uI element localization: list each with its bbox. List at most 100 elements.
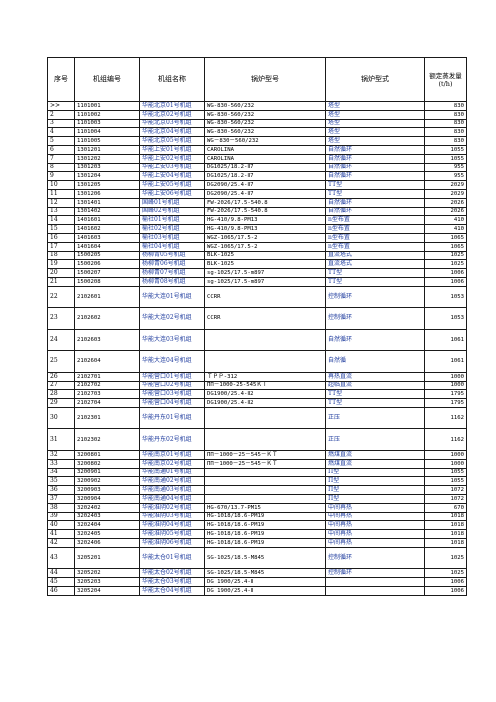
cell-rated-capacity: 1055 (424, 153, 467, 164)
table-row: 43 3205201 华能太仓01号机组 SG-1025/18.5-M845 控制循环 1… (47, 546, 467, 570)
cell-seq: 5 (47, 136, 75, 146)
cell-rated-capacity: 2026 (424, 206, 467, 217)
cell-boiler-model: CAROLINA (204, 144, 326, 155)
cell-boiler-model: DG 1900/25.4-Ⅱ (204, 576, 326, 587)
cell-seq: 36 (47, 485, 75, 495)
cell-boiler-model: HG-410/9.8-PM13 (204, 215, 326, 226)
cell-boiler-model: BLK-1025 (204, 259, 326, 270)
cell-seq: 22 (47, 285, 75, 309)
cell-seq: 17 (47, 241, 75, 252)
cell-unit-code: 1101003 (74, 118, 140, 129)
cell-seq: 23 (47, 307, 75, 330)
cell-boiler-type: 中间再热 (325, 537, 425, 548)
table-row: 32 3200801 华能南京01号机组 ПП－1000－25－545－ＫＴ 燃煤直流 1… (47, 449, 467, 460)
cell-unit-code: 3202404 (74, 520, 140, 531)
cell-boiler-type: TT型 (325, 188, 425, 199)
cell-boiler-type: 塔型 (325, 136, 425, 146)
cell-unit-code: 3200903 (74, 485, 140, 495)
cell-boiler-type (325, 585, 425, 596)
cell-seq: 25 (47, 350, 75, 373)
cell-seq: 9 (47, 171, 75, 182)
cell-unit-name: 榆社02号机组 (139, 224, 205, 234)
table-row: 35 3200902 华能南通02号机组 Π型 1055 (47, 476, 467, 487)
cell-unit-name: 华能南通01号机组 (139, 467, 205, 478)
cell-unit-name: 华能北京04号机组 (139, 127, 205, 138)
cell-boiler-type: n型布置 (325, 241, 425, 252)
table-row: 10 1301205 华能上安05号机组 DG2090/25.4-Ⅱ7 TT型 2029 (47, 180, 467, 190)
cell-rated-capacity: 1006 (424, 276, 467, 287)
table-row: 45 3205203 华能太仓03号机组 DG 1900/25.4-Ⅱ 1006 (47, 576, 467, 587)
cell-boiler-type: 塔型 (325, 101, 425, 111)
cell-boiler-type: 正压 (325, 406, 425, 430)
cell-boiler-model: DG1025/18.2-Ⅱ7 (204, 171, 326, 182)
cell-boiler-model: HG-1018/18.6-PM19 (204, 511, 326, 522)
cell-unit-name: 华能丹东01号机组 (139, 406, 205, 430)
cell-rated-capacity: 2026 (424, 197, 467, 208)
cell-unit-name: 华能大连02号机组 (139, 307, 205, 330)
cell-unit-code: 3200902 (74, 476, 140, 487)
cell-unit-name: 华能淮阴05号机组 (139, 529, 205, 539)
cell-unit-name: 华能南京02号机组 (139, 458, 205, 469)
cell-boiler-model (204, 485, 326, 495)
table-row: 14 1401601 榆社01号机组 HG-410/9.8-PM13 n型布置 410 (47, 215, 467, 226)
table-row: 36 3200903 华能南通03号机组 Π型 1072 (47, 485, 467, 495)
cell-boiler-model: WG-830-560/232 (204, 118, 326, 129)
cell-seq: 42 (47, 537, 75, 548)
cell-rated-capacity: 1000 (424, 380, 467, 391)
header-boiler-type: 锅炉型式 (325, 57, 425, 102)
cell-rated-capacity: 670 (424, 502, 467, 513)
cell-rated-capacity: 1072 (424, 485, 467, 495)
cell-seq: 30 (47, 406, 75, 430)
cell-unit-code: 2102702 (74, 380, 140, 391)
cell-boiler-type: 燃煤直流 (325, 449, 425, 460)
cell-boiler-type: n型布置 (325, 224, 425, 234)
cell-seq: 37 (47, 493, 75, 504)
cell-unit-name: 华能上安01号机组 (139, 144, 205, 155)
cell-seq: 41 (47, 529, 75, 539)
cell-boiler-model: sg-1025/17.5-m897 (204, 268, 326, 278)
cell-boiler-model (204, 476, 326, 487)
table-row: 20 1500207 杨柳青07号机组 sg-1025/17.5-m897 TT型 100… (47, 268, 467, 278)
cell-unit-name: 华能太仓02号机组 (139, 568, 205, 578)
cell-unit-name: 华能南通03号机组 (139, 485, 205, 495)
header-rated-capacity: 额定蒸发量(t/h) (424, 57, 467, 102)
cell-rated-capacity: 1162 (424, 428, 467, 451)
cell-boiler-model: SG-1025/18.5-M845 (204, 546, 326, 570)
cell-rated-capacity: 1025 (424, 546, 467, 570)
cell-unit-name: 榆社04号机组 (139, 241, 205, 252)
cell-unit-name: 华能上安05号机组 (139, 180, 205, 190)
table-row: 12 1301401 国峰01号机组 FW-2026/17.5-540.8 自然循环 20… (47, 197, 467, 208)
cell-seq: 8 (47, 162, 75, 173)
table-row: 4 1101004 华能北京04号机组 WG-830-560/232 塔型 830 (47, 127, 467, 138)
cell-unit-code: 2102602 (74, 307, 140, 330)
cell-boiler-model: HG-670/13.7-PM15 (204, 502, 326, 513)
cell-boiler-model: ПП－1000-25-545ＫＴ (204, 380, 326, 391)
cell-unit-code: 2102603 (74, 328, 140, 352)
cell-boiler-type: 控制循环 (325, 568, 425, 578)
cell-boiler-model: sg-1025/17.5-m897 (204, 276, 326, 287)
cell-seq: 35 (47, 476, 75, 487)
cell-boiler-type: 直流塔式 (325, 259, 425, 270)
table-row: 11 1301206 华能上安06号机组 DG2090/25.4-Ⅱ7 TT型 2029 (47, 188, 467, 199)
cell-rated-capacity: 830 (424, 101, 467, 111)
cell-seq: 40 (47, 520, 75, 531)
table-row: 33 3200802 华能南京02号机组 ПП－1000－25－545－ＫＴ 燃煤直流 1… (47, 458, 467, 469)
cell-seq: 21 (47, 276, 75, 287)
cell-boiler-type: 自然循环 (325, 144, 425, 155)
cell-boiler-type: TT型 (325, 398, 425, 408)
cell-unit-name: 华能上安04号机组 (139, 171, 205, 182)
cell-boiler-type: 再热直流 (325, 371, 425, 382)
cell-unit-code: 1401602 (74, 224, 140, 234)
cell-seq: 46 (47, 585, 75, 596)
cell-seq: 28 (47, 389, 75, 400)
cell-boiler-model: SG-1025/18.5-M845 (204, 568, 326, 578)
cell-unit-code: 1101001 (74, 101, 140, 111)
cell-unit-name: 华能太仓04号机组 (139, 585, 205, 596)
cell-boiler-model: ПП－1000－25－545－ＫＴ (204, 458, 326, 469)
cell-boiler-type: 直流塔式 (325, 250, 425, 261)
cell-boiler-model: HG-1018/18.6-PM19 (204, 520, 326, 531)
cell-seq: 2 (47, 109, 75, 120)
cell-seq: 11 (47, 188, 75, 199)
cell-unit-code: 2102704 (74, 398, 140, 408)
boiler-table: 序号 机组编号 机组名称 锅炉型号 锅炉型式 额定蒸发量(t/h) >> 1101… (47, 57, 467, 596)
